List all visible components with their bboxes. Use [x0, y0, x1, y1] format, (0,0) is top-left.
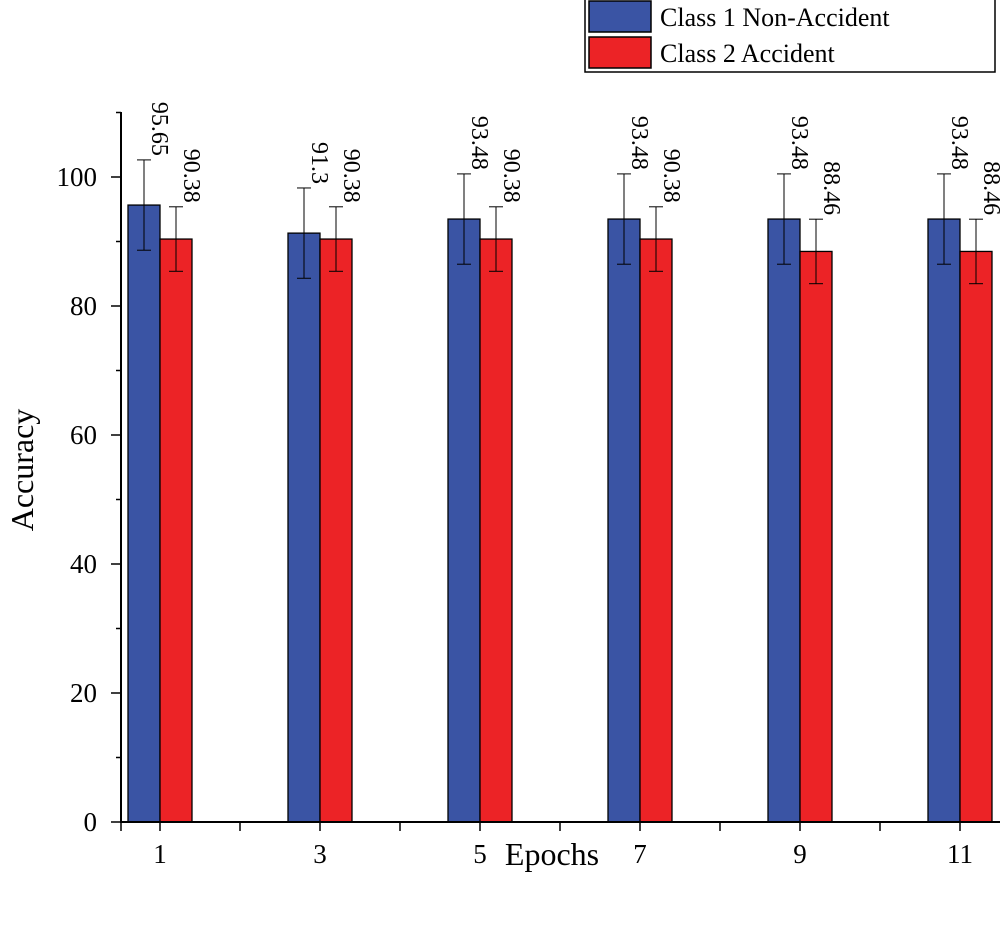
legend-box [584, 0, 996, 73]
value-label-class-1-epoch-11: 93.48 [946, 116, 972, 170]
value-label-class-2-epoch-3: 90.38 [338, 149, 364, 203]
x-tick-label-5: 5 [473, 839, 487, 869]
error-bar-class-1-epoch-11 [937, 173, 951, 265]
error-bar-class-2-epoch-3 [329, 206, 343, 272]
bar-class-2-epoch-11 [959, 250, 993, 823]
bar-class-1-epoch-1 [127, 204, 161, 823]
bar-class-1-epoch-7 [607, 218, 641, 823]
value-label-class-2-epoch-1: 90.38 [178, 149, 204, 203]
error-bar-class-2-epoch-11 [969, 218, 983, 285]
bar-class-2-epoch-7 [639, 238, 673, 823]
error-bar-class-1-epoch-5 [457, 173, 471, 265]
value-label-class-2-epoch-9: 88.46 [818, 161, 844, 215]
y-tick-label-20: 20 [70, 678, 97, 708]
value-label-class-1-epoch-5: 93.48 [466, 116, 492, 170]
legend-label-class-2: Class 2 Accident [660, 39, 836, 68]
value-label-class-2-epoch-7: 90.38 [658, 149, 684, 203]
legend-swatch-class-2 [588, 36, 652, 69]
x-axis-title: Epochs [505, 836, 599, 872]
y-tick-label-60: 60 [70, 420, 97, 450]
bar-class-1-epoch-5 [447, 218, 481, 823]
value-label-class-1-epoch-1: 95.65 [146, 102, 172, 156]
legend-swatch-class-1 [588, 0, 652, 33]
legend-label-class-1: Class 1 Non-Accident [660, 3, 890, 32]
value-label-class-2-epoch-5: 90.38 [498, 149, 524, 203]
y-tick-label-100: 100 [57, 162, 98, 192]
error-bar-class-2-epoch-9 [809, 218, 823, 285]
error-bar-class-1-epoch-1 [137, 159, 151, 251]
x-tick-label-7: 7 [633, 839, 647, 869]
value-label-class-2-epoch-11: 88.46 [978, 161, 1001, 215]
legend: Class 1 Non-Accident Class 2 Accident [584, 0, 996, 73]
x-tick-label-9: 9 [793, 839, 807, 869]
axes-layer [120, 112, 1000, 823]
bars-layer [127, 204, 993, 823]
bar-class-2-epoch-9 [799, 250, 833, 823]
error-bars-layer [137, 159, 983, 285]
error-bar-class-1-epoch-9 [777, 173, 791, 265]
bar-class-1-epoch-11 [927, 218, 961, 823]
x-tick-label-1: 1 [153, 839, 167, 869]
bar-class-2-epoch-1 [159, 238, 193, 823]
bar-class-1-epoch-9 [767, 218, 801, 823]
error-bar-class-1-epoch-3 [297, 187, 311, 279]
y-axis-title: Accuracy [4, 409, 40, 532]
error-bar-class-1-epoch-7 [617, 173, 631, 265]
value-label-class-1-epoch-3: 91.3 [306, 142, 332, 184]
y-tick-label-80: 80 [70, 291, 97, 321]
x-tick-label-3: 3 [313, 839, 327, 869]
error-bar-class-2-epoch-7 [649, 206, 663, 272]
y-tick-label-40: 40 [70, 549, 97, 579]
error-bar-class-2-epoch-1 [169, 206, 183, 272]
bar-class-1-epoch-3 [287, 232, 321, 823]
bar-class-2-epoch-3 [319, 238, 353, 823]
value-label-class-1-epoch-9: 93.48 [786, 116, 812, 170]
x-tick-label-11: 11 [947, 839, 973, 869]
bar-class-2-epoch-5 [479, 238, 513, 823]
error-bar-class-2-epoch-5 [489, 206, 503, 272]
y-tick-label-0: 0 [84, 807, 98, 837]
value-label-class-1-epoch-7: 93.48 [626, 116, 652, 170]
ticks-layer: 1 3 5 7 9 11 0 20 40 60 80 100 [57, 111, 973, 869]
